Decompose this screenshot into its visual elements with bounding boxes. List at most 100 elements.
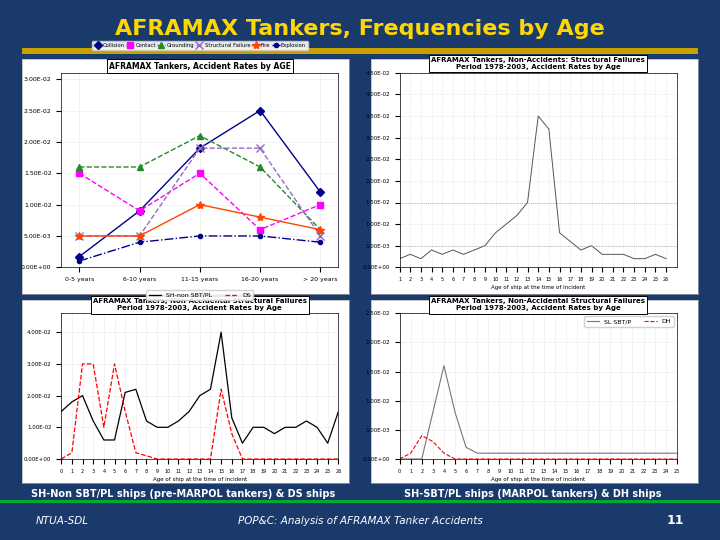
Text: NTUA-SDL: NTUA-SDL [36,516,89,525]
DH [528,456,537,462]
SH-non SBT/PL [238,440,247,447]
SL SBT/P [595,450,603,456]
SH-non SBT/PL [57,408,66,415]
Explosion [316,239,325,246]
DS [196,456,204,462]
SH-non SBT/PL [110,437,119,443]
Line: Contact: Contact [76,171,323,232]
DS [110,361,119,367]
X-axis label: Age of ship at the time of incident: Age of ship at the time of incident [491,476,585,482]
Fire [75,233,84,239]
Structural Failure [135,233,144,239]
DH [584,456,593,462]
SH-non SBT/PL [89,418,97,424]
Structural Failure [196,145,204,151]
Collision [135,207,144,214]
SL SBT/P [462,444,470,450]
DS [302,456,311,462]
DS [57,456,66,462]
DH [628,456,636,462]
SL SBT/P [584,450,593,456]
DS [174,456,183,462]
Contact [256,226,264,233]
Fire [256,214,264,220]
DS [68,449,76,456]
SL SBT/P [528,450,537,456]
Fire [135,233,144,239]
DH [595,456,603,462]
SH-non SBT/PL [153,424,161,430]
SL SBT/P [628,450,636,456]
DH [462,456,470,462]
DS [281,456,289,462]
SH-non SBT/PL [196,393,204,399]
DH [672,456,681,462]
DH [662,456,670,462]
Text: AFRAMAX Tankers, Frequencies by Age: AFRAMAX Tankers, Frequencies by Age [115,19,605,39]
Explosion [135,239,144,246]
X-axis label: Age of ship at the time of Incident: Age of ship at the time of Incident [491,285,585,290]
DS [249,456,258,462]
DS [292,456,300,462]
DH [406,450,415,456]
Grounding [75,164,84,170]
Grounding [316,226,325,233]
DH [606,456,615,462]
SL SBT/P [539,450,548,456]
Contact [135,207,144,214]
SL SBT/P [451,409,459,416]
DS [312,456,321,462]
SH-non SBT/PL [68,399,76,405]
SH-non SBT/PL [163,424,172,430]
SH-non SBT/PL [259,424,268,430]
SH-non SBT/PL [206,386,215,393]
DS [217,386,225,393]
SL SBT/P [406,456,415,462]
SH-non SBT/PL [323,440,332,447]
Explosion [256,233,264,239]
Legend: SH-non SBT/PL, DS: SH-non SBT/PL, DS [146,290,253,300]
SH-non SBT/PL [121,389,130,396]
Collision [256,107,264,114]
SH-non SBT/PL [217,329,225,335]
DS [153,456,161,462]
DS [334,456,343,462]
Line: Grounding: Grounding [76,132,324,233]
DS [270,456,279,462]
SH-non SBT/PL [334,408,343,415]
Title: AFRAMAX Tankers, Accident Rates by AGE: AFRAMAX Tankers, Accident Rates by AGE [109,62,291,71]
DH [639,456,648,462]
Line: DH: DH [400,436,677,459]
SH-non SBT/PL [185,408,194,415]
DH [495,456,504,462]
SH-non SBT/PL [78,393,87,399]
DH [418,433,426,439]
SH-non SBT/PL [292,424,300,430]
Fire [196,201,204,208]
DS [142,453,150,459]
Line: SH-non SBT/PL: SH-non SBT/PL [61,332,338,443]
DS [89,361,97,367]
SL SBT/P [506,450,515,456]
DH [451,456,459,462]
DS [163,456,172,462]
DS [132,449,140,456]
DS [206,456,215,462]
SL SBT/P [428,409,437,416]
Line: Explosion: Explosion [77,234,323,263]
DH [484,456,492,462]
Text: SH-Non SBT/PL ships (pre-MARPOL tankers) & DS ships: SH-Non SBT/PL ships (pre-MARPOL tankers)… [32,489,336,499]
Line: Structural Failure: Structural Failure [75,144,325,240]
SL SBT/P [572,450,581,456]
Collision [196,145,204,151]
SH-non SBT/PL [142,418,150,424]
Legend: Collision, Contact, Grounding, Structural Failure, Fire, Explosion: Collision, Contact, Grounding, Structura… [91,40,308,50]
Line: DS: DS [61,364,338,459]
DH [539,456,548,462]
Explosion [196,233,204,239]
DS [185,456,194,462]
SL SBT/P [517,450,526,456]
Text: POP&C: Analysis of AFRAMAX Tanker Accidents: POP&C: Analysis of AFRAMAX Tanker Accide… [238,516,482,525]
Contact [75,170,84,177]
Collision [316,189,325,195]
